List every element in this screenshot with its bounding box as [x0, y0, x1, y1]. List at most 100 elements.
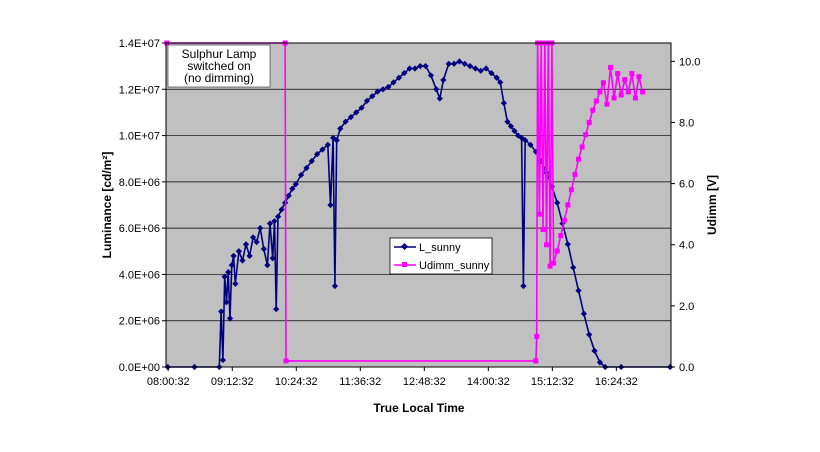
- y-left-tick-label: 6.0E+06: [119, 223, 160, 235]
- point-udimm-sunny: [544, 242, 550, 248]
- point-l-sunny: [596, 359, 604, 366]
- point-l-sunny: [504, 118, 511, 125]
- point-l-sunny: [472, 65, 479, 72]
- y-right-tick-label: 4.0: [679, 240, 694, 252]
- point-l-sunny: [235, 248, 243, 255]
- x-tick-label: 12:48:32: [403, 376, 446, 388]
- point-l-sunny: [218, 308, 225, 315]
- gridlines: [166, 88, 671, 322]
- point-udimm-sunny: [534, 333, 540, 339]
- legend-box: [389, 237, 493, 275]
- point-l-sunny: [314, 151, 321, 158]
- legend-label-l-sunny: L_sunny: [419, 242, 461, 254]
- x-tick-label: 11:36:32: [339, 376, 381, 388]
- point-l-sunny: [406, 65, 413, 72]
- point-udimm-sunny: [551, 260, 557, 266]
- point-udimm-sunny: [622, 77, 628, 83]
- point-udimm-sunny: [579, 144, 585, 150]
- legend-marker-l-sunny: [400, 242, 409, 251]
- y-left-tick-label: 8.0E+06: [119, 177, 160, 189]
- point-l-sunny: [493, 74, 500, 81]
- tick-labels: 0.0E+00 2.0E+06 4.0E+06 6.0E+06 8.0E+06 1.0E+…: [119, 38, 701, 388]
- point-udimm-sunny: [547, 263, 553, 269]
- x-tick-label: 16:24:32: [595, 376, 638, 388]
- point-udimm-sunny: [597, 89, 603, 95]
- point-udimm-sunny: [590, 107, 596, 113]
- point-udimm-sunny: [586, 119, 592, 125]
- point-udimm-sunny: [636, 74, 642, 80]
- y-axis-right-title: Udimm [V]: [705, 175, 719, 235]
- point-l-sunny: [331, 282, 339, 290]
- point-l-sunny: [500, 100, 507, 107]
- point-l-sunny: [369, 93, 376, 100]
- point-l-sunny: [417, 63, 424, 70]
- point-l-sunny: [253, 238, 260, 246]
- y-axis-left-title: Luminance [cd/m²]: [100, 152, 114, 259]
- point-l-sunny: [591, 347, 598, 354]
- point-l-sunny: [292, 181, 299, 188]
- point-l-sunny: [466, 62, 474, 70]
- y-right-tick-label: 10.0: [679, 56, 700, 68]
- y-left-tick-label: 1.4E+07: [119, 38, 160, 50]
- point-udimm-sunny: [576, 156, 582, 162]
- point-l-sunny: [266, 220, 274, 227]
- point-l-sunny: [337, 125, 344, 132]
- series-line-udimm-sunny: [166, 42, 644, 362]
- point-l-sunny: [308, 157, 315, 165]
- point-l-sunny: [461, 60, 468, 67]
- point-udimm-sunny: [568, 187, 574, 193]
- point-udimm-sunny: [611, 95, 617, 101]
- point-l-sunny: [269, 255, 276, 262]
- legend-label-udimm-sunny: Udimm_sunny: [419, 260, 490, 272]
- x-tick-label: 09:12:32: [211, 376, 254, 388]
- point-l-sunny: [219, 356, 227, 364]
- point-udimm-sunny: [558, 233, 564, 239]
- y-right-tick-label: 0.0: [679, 362, 694, 374]
- point-l-sunny: [225, 269, 232, 276]
- point-l-sunny: [450, 60, 458, 67]
- y-left-tick-label: 2.0E+06: [119, 316, 160, 328]
- legend: L_sunny Udimm_sunny: [389, 237, 493, 275]
- point-udimm-sunny: [593, 98, 599, 104]
- annotation-line-2: switched on: [187, 59, 250, 73]
- plot-frame: [165, 42, 672, 368]
- point-l-sunny: [324, 141, 331, 148]
- point-l-sunny: [379, 86, 387, 93]
- point-udimm-sunny: [618, 92, 624, 98]
- point-udimm-sunny: [533, 358, 539, 364]
- point-l-sunny: [497, 79, 504, 86]
- point-l-sunny: [228, 262, 235, 269]
- point-l-sunny: [456, 58, 463, 65]
- point-udimm-sunny: [640, 89, 646, 95]
- point-udimm-sunny: [561, 217, 567, 223]
- annotation-line-1: Sulphur Lamp: [182, 47, 257, 61]
- point-l-sunny: [488, 69, 495, 77]
- point-l-sunny: [395, 74, 403, 81]
- point-l-sunny: [363, 97, 371, 105]
- plot-area: [166, 43, 671, 367]
- point-udimm-sunny: [283, 358, 289, 364]
- point-udimm-sunny: [554, 248, 560, 254]
- y-left-tick-label: 0.0E+00: [119, 362, 160, 374]
- y-left-tick-label: 4.0E+06: [119, 269, 160, 281]
- y-right-tick-label: 2.0: [679, 301, 694, 313]
- point-udimm-sunny: [632, 95, 638, 101]
- point-udimm-sunny: [572, 171, 578, 177]
- point-l-sunny: [250, 234, 257, 241]
- y-right-tick-label: 6.0: [679, 179, 694, 191]
- point-l-sunny: [264, 262, 271, 269]
- annotation-line-3: (no dimming): [184, 71, 254, 85]
- legend-marker-udimm-sunny: [402, 262, 407, 267]
- y-right-tick-label: 8.0: [679, 117, 694, 129]
- point-l-sunny: [527, 141, 534, 148]
- point-udimm-sunny: [565, 202, 571, 208]
- point-udimm-sunny: [600, 80, 606, 86]
- point-l-sunny: [278, 206, 285, 213]
- point-udimm-sunny: [536, 211, 542, 217]
- x-tick-label: 15:12:32: [531, 376, 574, 388]
- x-tick-label: 10:24:32: [275, 376, 318, 388]
- point-l-sunny: [401, 69, 408, 77]
- x-tick-label: 08:00:32: [147, 376, 190, 388]
- point-l-sunny: [477, 67, 484, 74]
